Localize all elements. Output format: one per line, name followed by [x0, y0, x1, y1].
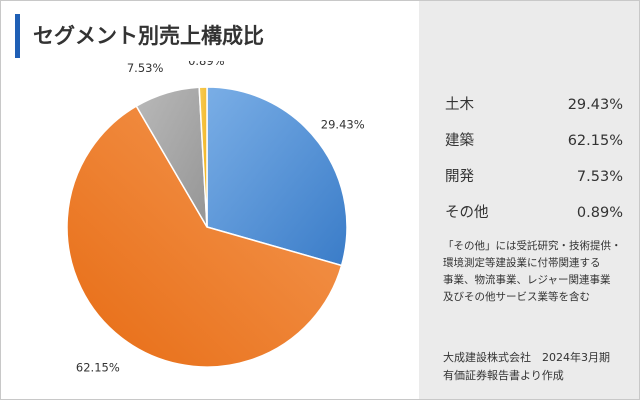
footnote-line: 環境測定等建設業に付帯関連する [443, 257, 601, 269]
footnote-line: 及びその他サービス業等を含む [443, 291, 590, 303]
legend-item-kaihatsu: 開発 7.53% [445, 159, 623, 195]
footnote: 「その他」には受託研究・技術提供・ 環境測定等建設業に付帯関連する 事業、物流事… [443, 238, 629, 306]
source-note: 大成建設株式会社 2024年3月期 有価証券報告書より作成 [443, 349, 633, 385]
legend-value: 62.15% [567, 133, 623, 149]
slice-sonota [198, 86, 208, 228]
footnote-line: 「その他」には受託研究・技術提供・ [443, 240, 622, 252]
legend-value: 29.43% [567, 97, 623, 113]
legend: 土木 29.43% 建築 62.15% 開発 7.53% その他 0.89% [445, 87, 623, 231]
slice-label-kaihatsu: 7.53% [127, 61, 164, 75]
slice-kenchiku [66, 105, 343, 368]
pie-chart: 29.43% 62.15% 7.53% 0.89% [66, 61, 365, 375]
slice-label-kenchiku: 62.15% [76, 361, 120, 375]
legend-label: 建築 [445, 133, 474, 149]
legend-item-sonota: その他 0.89% [445, 195, 623, 231]
legend-panel: 土木 29.43% 建築 62.15% 開発 7.53% その他 0.89% 「… [419, 1, 639, 399]
legend-label: 開発 [445, 169, 474, 185]
source-line: 有価証券報告書より作成 [443, 369, 564, 382]
source-line: 大成建設株式会社 2024年3月期 [443, 351, 610, 364]
title-accent-bar [15, 14, 20, 58]
legend-label: 土木 [445, 97, 474, 113]
slice-label-sonota: 0.89% [188, 61, 225, 68]
footnote-line: 事業、物流事業、レジャー関連事業 [443, 274, 611, 286]
legend-item-kenchiku: 建築 62.15% [445, 123, 623, 159]
legend-item-doboku: 土木 29.43% [445, 87, 623, 123]
legend-value: 0.89% [576, 205, 623, 221]
legend-label: その他 [445, 205, 489, 221]
chart-title: セグメント別売上構成比 [33, 24, 264, 48]
slice-doboku [206, 86, 348, 267]
legend-value: 7.53% [576, 169, 623, 185]
slice-label-doboku: 29.43% [321, 118, 365, 132]
chart-panel: セグメント別売上構成比 29.43% 62.15% 7.53% 0.89% [1, 1, 419, 399]
